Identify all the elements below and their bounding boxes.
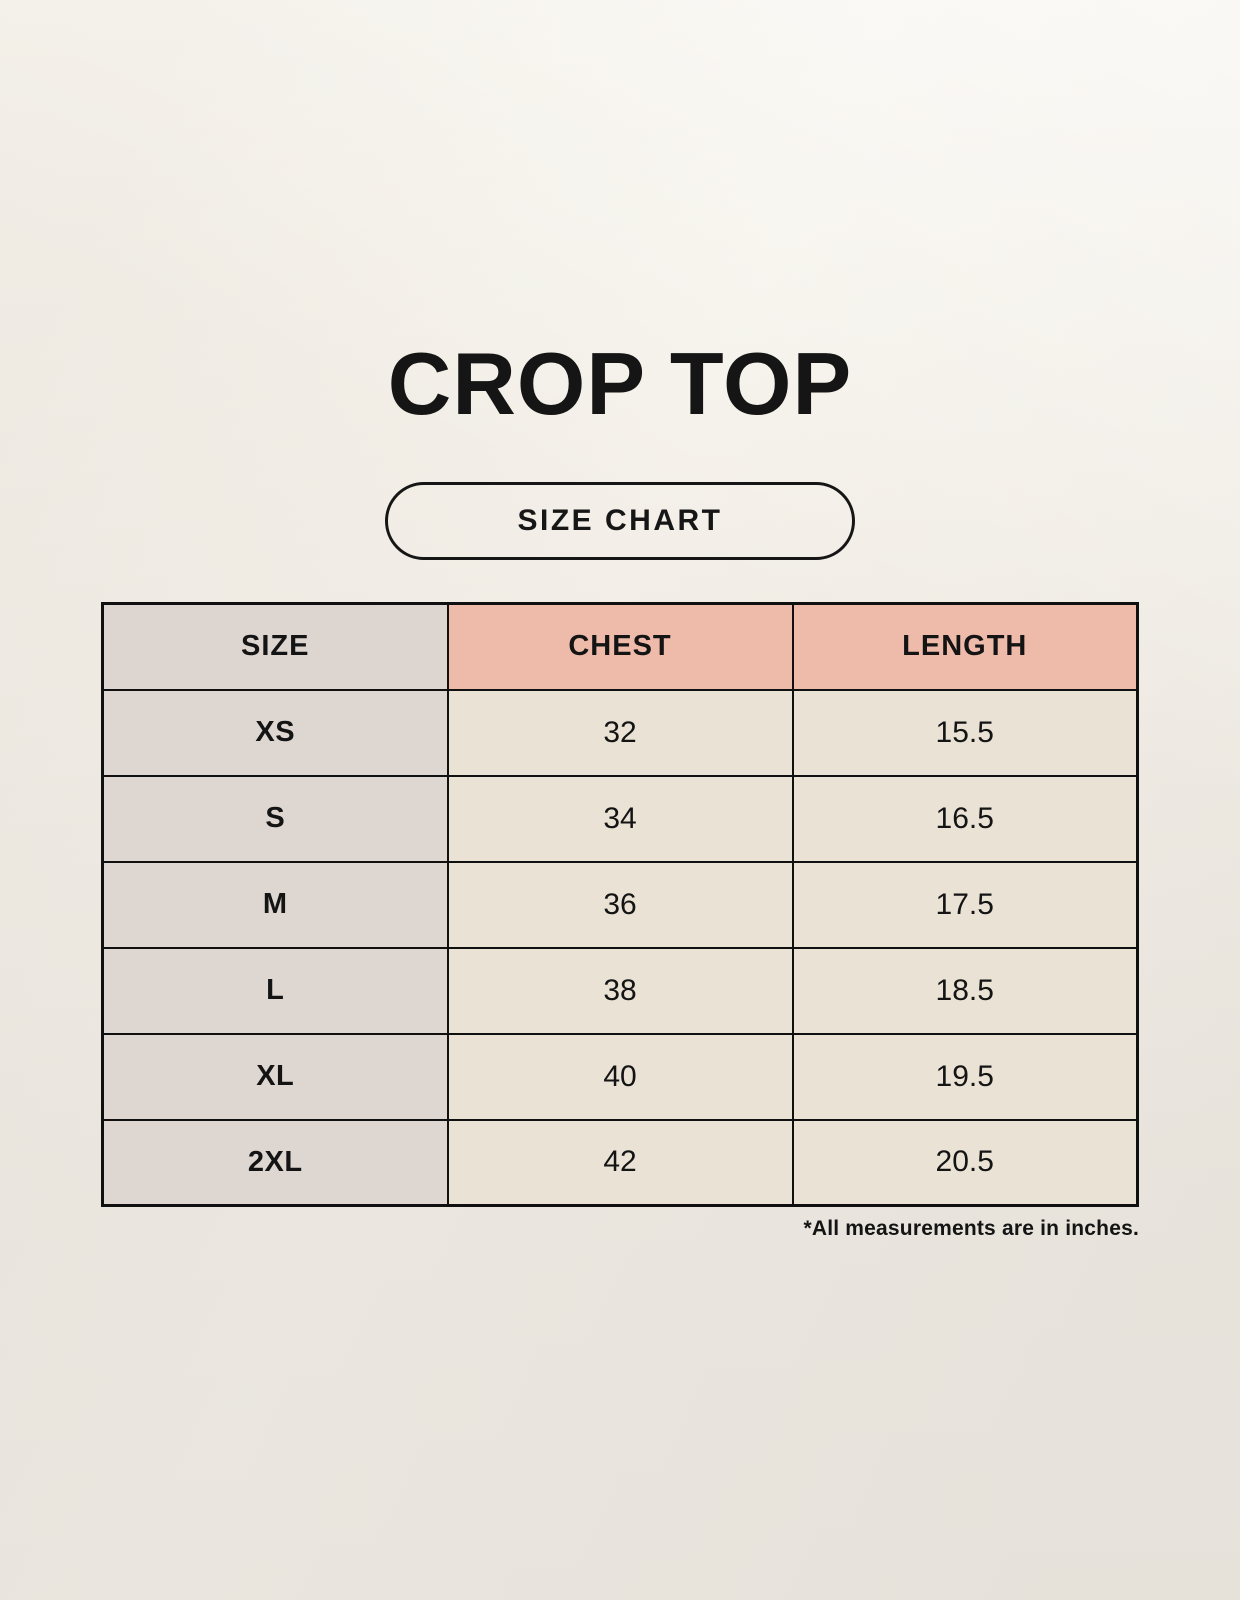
size-chart-badge: SIZE CHART — [385, 482, 855, 560]
size-chart-table-body: XS 32 15.5 S 34 16.5 M 36 17.5 L 38 — [101, 688, 1139, 1207]
size-chart-badge-label: SIZE CHART — [517, 504, 723, 537]
length-cell: 19.5 — [791, 1032, 1139, 1121]
header-row: SIZE CHEST LENGTH — [101, 602, 1139, 691]
column-header-length: LENGTH — [791, 602, 1139, 691]
chest-cell: 42 — [446, 1118, 794, 1207]
length-cell: 15.5 — [791, 688, 1139, 777]
length-cell: 17.5 — [791, 860, 1139, 949]
table-row: L 38 18.5 — [101, 946, 1139, 1035]
chest-cell: 38 — [446, 946, 794, 1035]
chest-cell: 40 — [446, 1032, 794, 1121]
size-cell: M — [101, 860, 449, 949]
measurements-footnote: *All measurements are in inches. — [803, 1217, 1139, 1240]
chest-cell: 34 — [446, 774, 794, 863]
length-cell: 18.5 — [791, 946, 1139, 1035]
size-cell: XL — [101, 1032, 449, 1121]
size-chart-table-container: SIZE CHEST LENGTH XS 32 15.5 S 34 16.5 M — [101, 602, 1139, 1241]
size-cell: L — [101, 946, 449, 1035]
chest-cell: 32 — [446, 688, 794, 777]
table-row: XL 40 19.5 — [101, 1032, 1139, 1121]
size-chart-table: SIZE CHEST LENGTH XS 32 15.5 S 34 16.5 M — [101, 602, 1139, 1207]
chest-cell: 36 — [446, 860, 794, 949]
size-cell: S — [101, 774, 449, 863]
size-cell: 2XL — [101, 1118, 449, 1207]
size-cell: XS — [101, 688, 449, 777]
length-cell: 16.5 — [791, 774, 1139, 863]
column-header-size: SIZE — [101, 602, 449, 691]
size-chart-table-header: SIZE CHEST LENGTH — [101, 602, 1139, 691]
page-title: CROP TOP — [387, 334, 853, 433]
table-row: S 34 16.5 — [101, 774, 1139, 863]
table-row: XS 32 15.5 — [101, 688, 1139, 777]
length-cell: 20.5 — [791, 1118, 1139, 1207]
table-row: M 36 17.5 — [101, 860, 1139, 949]
column-header-chest: CHEST — [446, 602, 794, 691]
table-row: 2XL 42 20.5 — [101, 1118, 1139, 1207]
